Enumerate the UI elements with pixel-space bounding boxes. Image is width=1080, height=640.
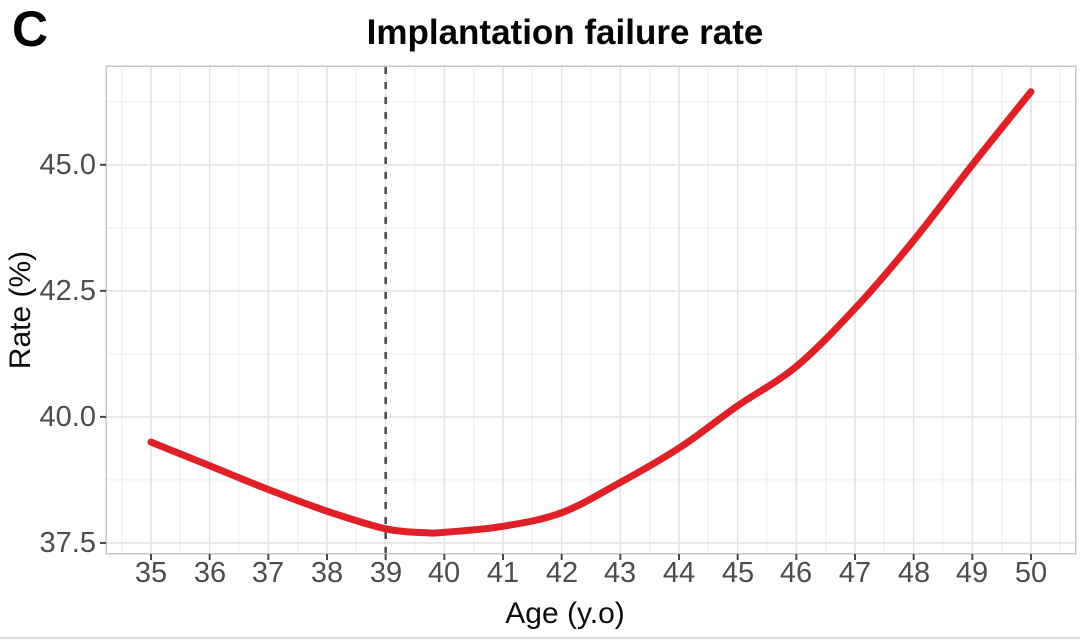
- x-tick-label-39: 39: [369, 557, 403, 589]
- x-tick-label-40: 40: [427, 557, 461, 589]
- failure-rate-curve: [147, 88, 1035, 537]
- x-tick-label-43: 43: [603, 557, 637, 589]
- major-gridlines: [107, 67, 1075, 553]
- x-tick-label-36: 36: [193, 557, 227, 589]
- panel-label: C: [12, 1, 49, 57]
- x-tick-label-46: 46: [779, 557, 813, 589]
- y-tick-label-40.0: 40.0: [39, 401, 96, 433]
- panel-border: [105, 65, 1077, 555]
- x-tick-label-45: 45: [721, 557, 755, 589]
- x-axis-title: Age (y.o): [505, 597, 625, 630]
- y-tick-label-45.0: 45.0: [39, 149, 96, 181]
- y-tick-label-42.5: 42.5: [39, 275, 96, 307]
- chart-title: Implantation failure rate: [366, 13, 764, 52]
- y-axis-title: Rate (%): [4, 250, 37, 370]
- axis-tick-marks: [100, 163, 1032, 560]
- x-tick-label-42: 42: [545, 557, 579, 589]
- x-tick-label-44: 44: [662, 557, 696, 589]
- x-tick-label-38: 38: [310, 557, 344, 589]
- x-tick-label-50: 50: [1014, 557, 1048, 589]
- figure-bottom-border: [0, 637, 1080, 639]
- x-tick-label-47: 47: [838, 557, 872, 589]
- x-tick-label-35: 35: [134, 557, 168, 589]
- x-tick-label-49: 49: [955, 557, 989, 589]
- x-tick-label-48: 48: [897, 557, 931, 589]
- y-tick-label-37.5: 37.5: [39, 527, 96, 559]
- x-tick-label-41: 41: [486, 557, 520, 589]
- x-tick-label-37: 37: [251, 557, 285, 589]
